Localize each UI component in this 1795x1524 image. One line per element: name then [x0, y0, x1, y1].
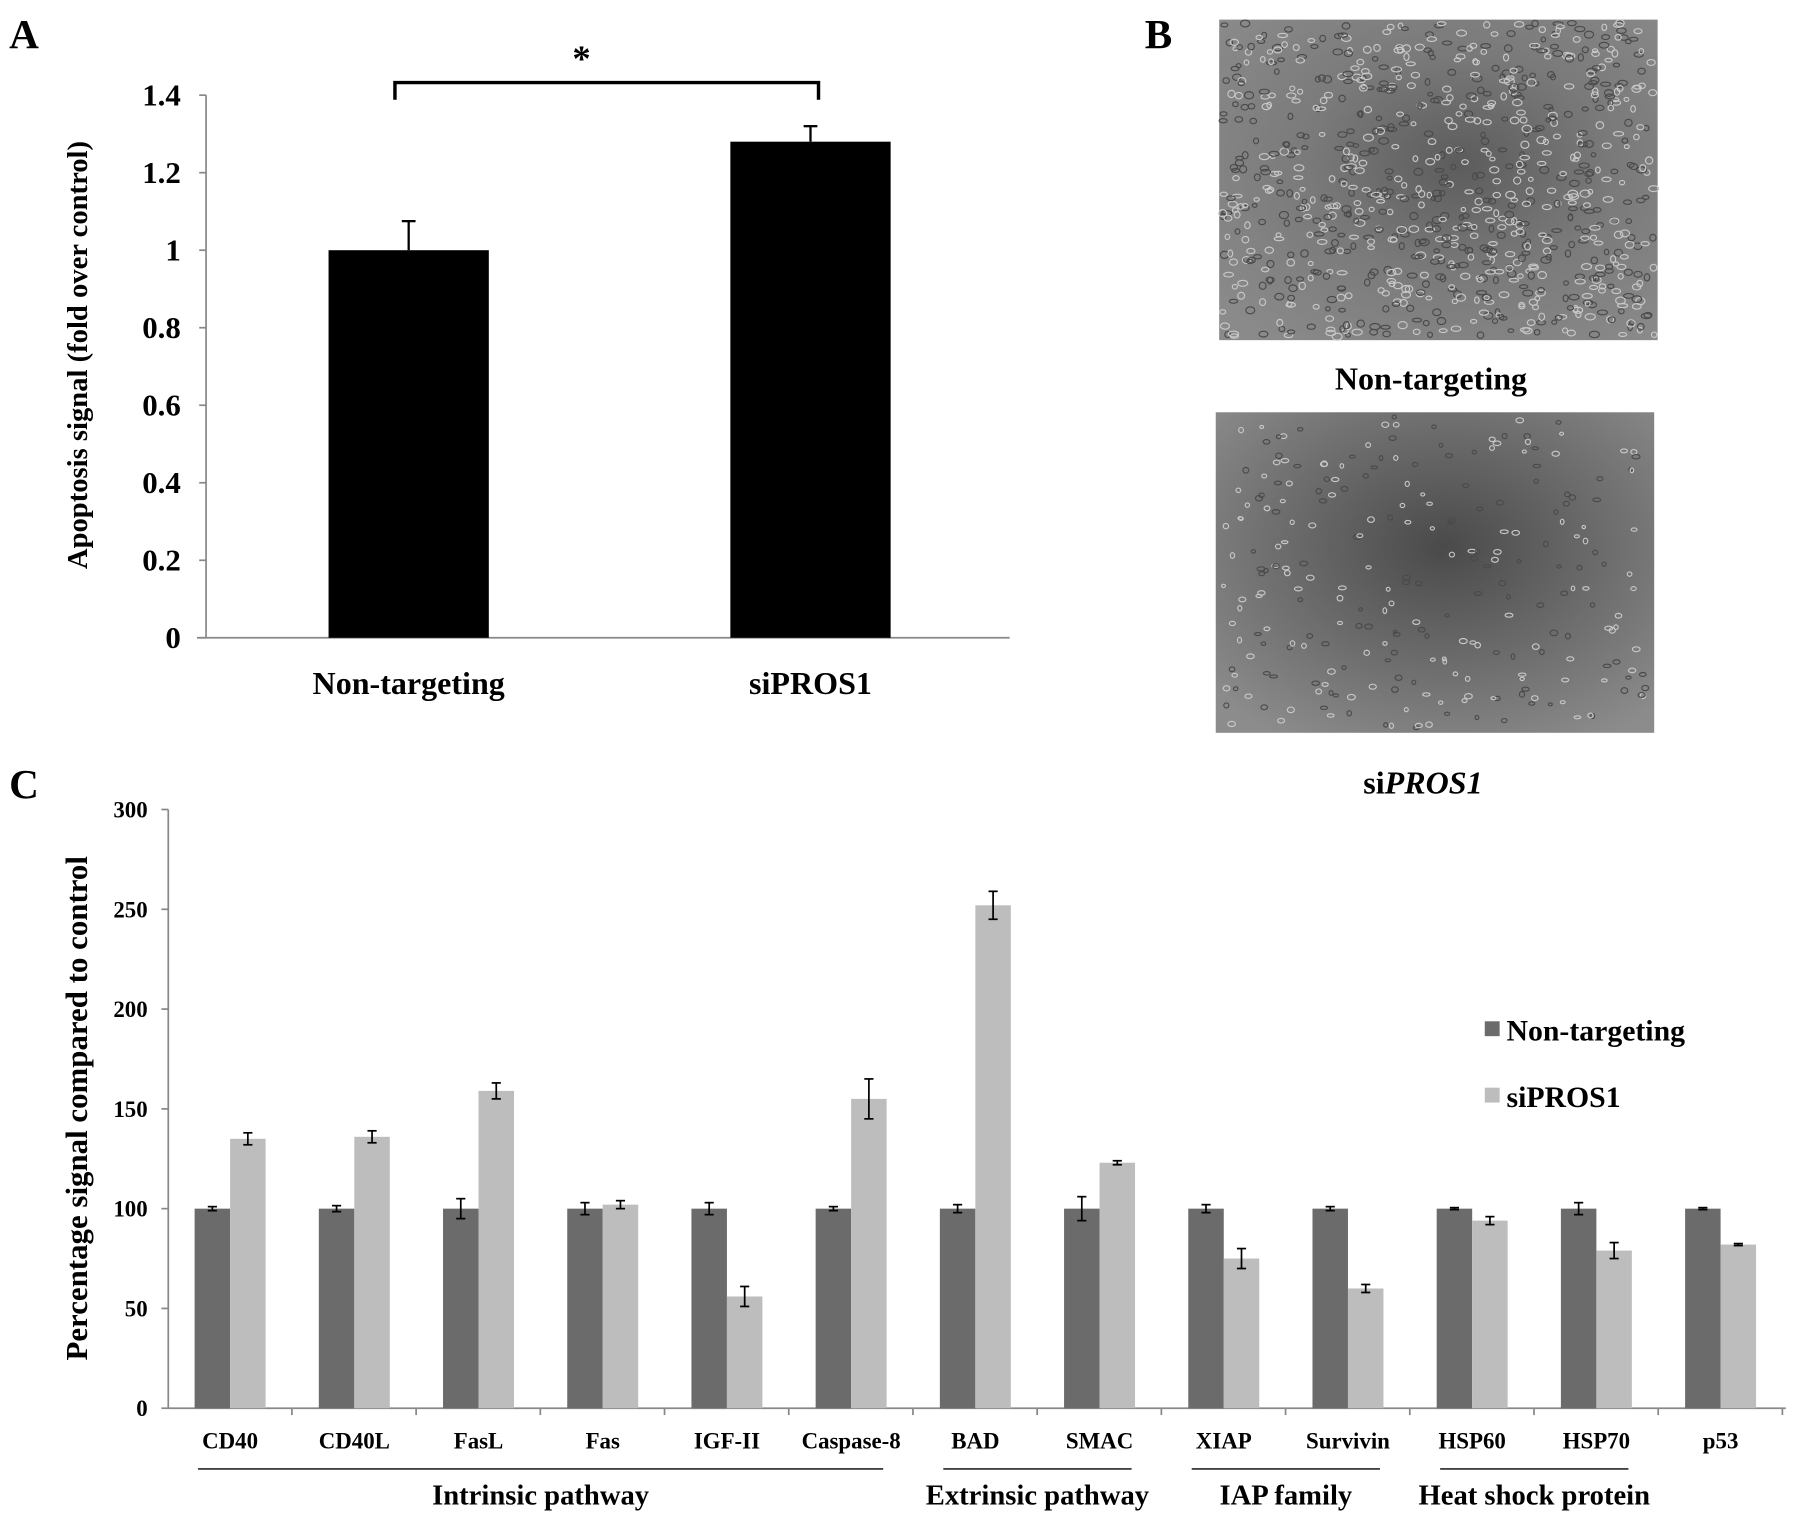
x-tick-label: siPROS1 — [749, 665, 872, 701]
x-tick-label: SMAC — [1066, 1428, 1133, 1453]
x-tick-label: Survivin — [1306, 1428, 1390, 1453]
chart-a-ylabel: Apoptosis signal (fold over control) — [63, 141, 94, 569]
bar-xiap-sipros1 — [1223, 1258, 1260, 1409]
bar-cd40l-non-targeting — [318, 1208, 355, 1409]
bar-bad-non-targeting — [939, 1208, 976, 1409]
x-tick-label: IGF-II — [694, 1428, 760, 1453]
y-tick-label: 200 — [113, 997, 147, 1022]
bar-xiap-non-targeting — [1188, 1208, 1224, 1409]
y-tick-label: 100 — [113, 1197, 147, 1222]
x-tick-label: Fas — [586, 1428, 620, 1453]
bar-cd40l-sipros1 — [354, 1136, 390, 1409]
y-tick-label: 1 — [165, 233, 180, 268]
y-tick-label: 300 — [113, 798, 147, 823]
bar-caspase-8-sipros1 — [851, 1098, 887, 1409]
group-label: IAP family — [1220, 1480, 1353, 1511]
bar-fasl-sipros1 — [478, 1090, 515, 1409]
chart-c: 0 50 100 150 200 250 300 CD40 CD40L FasL Fas IGF-II… — [113, 798, 1786, 1511]
bar-igf-ii-non-targeting — [691, 1208, 727, 1409]
micrograph-sipros1 — [1215, 412, 1655, 733]
y-tick-label: 0 — [165, 620, 180, 655]
y-tick-label: 0.6 — [142, 388, 181, 423]
bar-igf-ii-sipros1 — [726, 1296, 763, 1409]
x-tick-label: HSP60 — [1438, 1428, 1505, 1453]
chart-a: 0 0.2 0.4 0.6 0.8 1 1.2 1.4 Non-targeting siPROS1… — [142, 38, 1010, 701]
group-label: Intrinsic pathway — [432, 1480, 650, 1511]
x-tick-label: p53 — [1703, 1428, 1739, 1453]
bar-sipros1 — [730, 141, 891, 638]
y-tick-label: 1.4 — [142, 77, 181, 112]
bar-hsp70-sipros1 — [1596, 1250, 1632, 1409]
x-tick-label: HSP70 — [1563, 1428, 1630, 1453]
x-tick-label: Non-targeting — [313, 665, 505, 701]
bar-smac-non-targeting — [1064, 1208, 1100, 1409]
x-tick-label: XIAP — [1196, 1428, 1252, 1453]
x-tick-label: CD40 — [202, 1428, 258, 1453]
bar-fasl-non-targeting — [443, 1208, 479, 1409]
legend-label: Non-targeting — [1507, 1015, 1686, 1048]
y-tick-label: 150 — [113, 1097, 147, 1122]
y-tick-label: 0.4 — [142, 465, 181, 500]
bar-p53-sipros1 — [1720, 1244, 1757, 1409]
bar-survivin-sipros1 — [1347, 1288, 1384, 1409]
micrograph-caption-non-targeting: Non-targeting — [1335, 360, 1527, 396]
x-tick-label: BAD — [951, 1428, 999, 1453]
bar-hsp60-non-targeting — [1436, 1208, 1473, 1409]
panel-label-a: A — [9, 11, 39, 57]
bar-fas-sipros1 — [602, 1204, 639, 1409]
bar-hsp60-sipros1 — [1472, 1220, 1508, 1409]
bar-fas-non-targeting — [567, 1208, 603, 1409]
bar-cd40-sipros1 — [230, 1138, 266, 1409]
group-label: Extrinsic pathway — [926, 1480, 1150, 1511]
y-tick-label: 50 — [125, 1296, 148, 1321]
bar-smac-sipros1 — [1099, 1162, 1136, 1409]
y-tick-label: 1.2 — [142, 155, 181, 190]
significance-star: * — [572, 38, 590, 79]
y-tick-label: 250 — [113, 897, 147, 922]
bar-cd40-non-targeting — [194, 1208, 231, 1409]
bar-non-targeting — [328, 250, 489, 638]
panel-label-b: B — [1145, 11, 1172, 57]
chart-c-ylabel: Percentage signal compared to control — [59, 856, 94, 1361]
group-label: Heat shock protein — [1419, 1480, 1651, 1511]
x-tick-label: FasL — [454, 1428, 504, 1453]
y-tick-label: 0.8 — [142, 310, 181, 345]
x-tick-label: CD40L — [319, 1428, 390, 1453]
bar-hsp70-non-targeting — [1560, 1208, 1597, 1409]
bar-survivin-non-targeting — [1312, 1208, 1348, 1409]
legend-swatch — [1484, 1087, 1500, 1103]
bar-caspase-8-non-targeting — [815, 1208, 852, 1409]
micrograph-non-targeting — [1218, 19, 1660, 341]
bar-p53-non-targeting — [1685, 1208, 1721, 1409]
y-tick-label: 0 — [136, 1396, 147, 1421]
bar-bad-sipros1 — [975, 905, 1011, 1409]
legend-swatch — [1484, 1021, 1500, 1037]
micrograph-caption-sipros1: siPROS1 — [1363, 764, 1482, 800]
x-tick-label: Caspase-8 — [802, 1428, 901, 1453]
significance-bracket — [393, 80, 821, 100]
legend-label: siPROS1 — [1507, 1081, 1621, 1114]
panel-label-c: C — [9, 761, 39, 807]
y-tick-label: 0.2 — [142, 543, 181, 578]
